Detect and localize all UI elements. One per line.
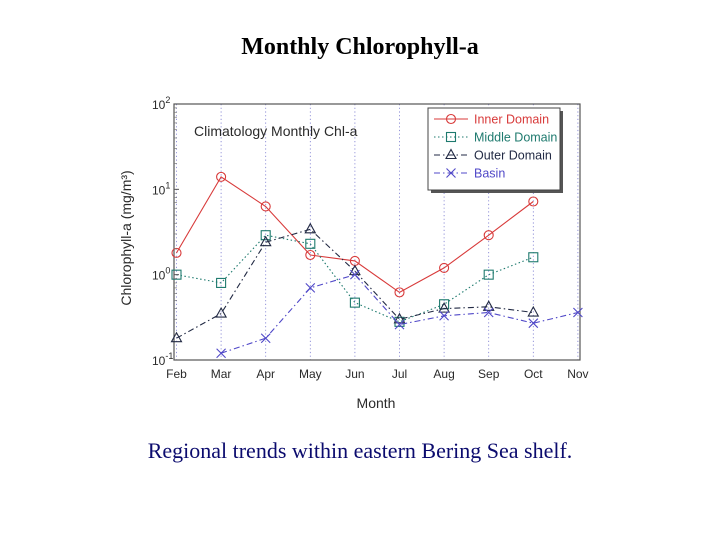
legend-frame (427, 107, 561, 191)
legend-marker-outer-domain (445, 148, 457, 160)
data-point-middle-domain-oct (528, 252, 539, 263)
data-point-inner-domain-mar (216, 171, 227, 182)
data-point-outer-domain-feb (170, 331, 183, 343)
data-point-inner-domain-apr (260, 201, 271, 212)
data-point-outer-domain-jul (393, 312, 406, 324)
legend-label-middle-domain: Middle Domain (474, 131, 557, 145)
legend-marker-basin (446, 168, 456, 178)
data-point-basin-jul (394, 319, 405, 330)
series-basin (216, 269, 583, 359)
y-tick-label: 10-1 (152, 351, 173, 368)
data-point-outer-domain-may (304, 222, 317, 234)
series-line-outer-domain (176, 228, 534, 339)
data-point-basin-nov (573, 307, 583, 318)
data-point-basin-may (305, 282, 316, 293)
data-point-inner-domain-feb (171, 247, 182, 258)
data-point-basin-jun (350, 269, 360, 280)
legend-marker-inner-domain (445, 113, 457, 125)
series-line-inner-domain (176, 176, 534, 294)
data-point-middle-domain-may (305, 238, 316, 249)
legend-item-outer-domain: Outer Domain (434, 148, 552, 163)
data-point-middle-domain-jun (349, 297, 360, 308)
x-tick-feb: Feb (166, 367, 187, 381)
data-point-outer-domain-oct (527, 305, 540, 317)
data-point-outer-domain-sep (482, 300, 495, 311)
x-axis-ticks: Feb Mar Apr May Jun Jul Aug Sep Oct Nov (166, 367, 588, 381)
legend-item-middle-domain: Middle Domain (434, 131, 557, 145)
x-tick-nov: Nov (567, 367, 588, 381)
chlorophyll-chart: Inner Domain Middle Domain Outer Domain Bas… (118, 95, 589, 411)
legend-label-outer-domain: Outer Domain (474, 149, 552, 163)
x-tick-mar: Mar (211, 367, 232, 381)
data-point-basin-aug (439, 310, 449, 321)
data-point-basin-mar (216, 348, 226, 359)
data-point-middle-domain-apr (260, 230, 271, 241)
data-point-outer-domain-apr (259, 235, 272, 247)
data-point-inner-domain-sep (483, 230, 494, 241)
data-point-inner-domain-jul (394, 287, 405, 298)
x-tick-oct: Oct (524, 367, 543, 381)
x-tick-apr: Apr (256, 367, 275, 381)
x-tick-aug: Aug (433, 367, 454, 381)
chart-title: Climatology Monthly Chl-a (194, 123, 358, 139)
y-tick-label: 101 (152, 180, 170, 197)
plot-frame (173, 103, 581, 361)
series-line-basin (220, 274, 579, 354)
y-axis-ticks: 10-1 100 101 102 (152, 95, 179, 368)
legend-label-basin: Basin (474, 167, 505, 181)
series-layer (170, 171, 583, 359)
x-tick-jul: Jul (392, 367, 407, 381)
data-point-outer-domain-mar (215, 306, 228, 318)
data-point-middle-domain-mar (216, 277, 227, 288)
x-tick-jun: Jun (345, 367, 364, 381)
legend-label-inner-domain: Inner Domain (474, 113, 549, 127)
legend-item-basin: Basin (434, 167, 505, 181)
legend-item-inner-domain: Inner Domain (434, 113, 549, 127)
series-outer-domain (170, 222, 540, 343)
data-point-inner-domain-may (305, 249, 316, 261)
y-tick-label: 102 (152, 95, 170, 112)
data-point-basin-sep (483, 307, 494, 318)
x-axis-label: Month (357, 395, 396, 411)
data-point-inner-domain-aug (439, 262, 450, 273)
data-point-inner-domain-oct (528, 196, 539, 207)
y-tick-label: 100 (152, 266, 170, 283)
data-point-middle-domain-feb (171, 269, 182, 280)
data-point-basin-apr (260, 333, 271, 344)
data-point-middle-domain-sep (483, 269, 494, 280)
x-tick-may: May (299, 367, 322, 381)
y-axis-label: Chlorophyll-a (mg/m³) (118, 170, 134, 305)
series-inner-domain (171, 171, 539, 298)
legend: Inner Domain Middle Domain Outer Domain Bas… (427, 107, 563, 193)
slide-title: Monthly Chlorophyll-a (241, 34, 479, 60)
slide-caption: Regional trends within eastern Bering Se… (147, 438, 573, 463)
data-point-basin-oct (528, 318, 539, 329)
data-point-outer-domain-aug (438, 301, 451, 313)
x-tick-sep: Sep (478, 367, 500, 381)
legend-marker-middle-domain (445, 131, 457, 143)
